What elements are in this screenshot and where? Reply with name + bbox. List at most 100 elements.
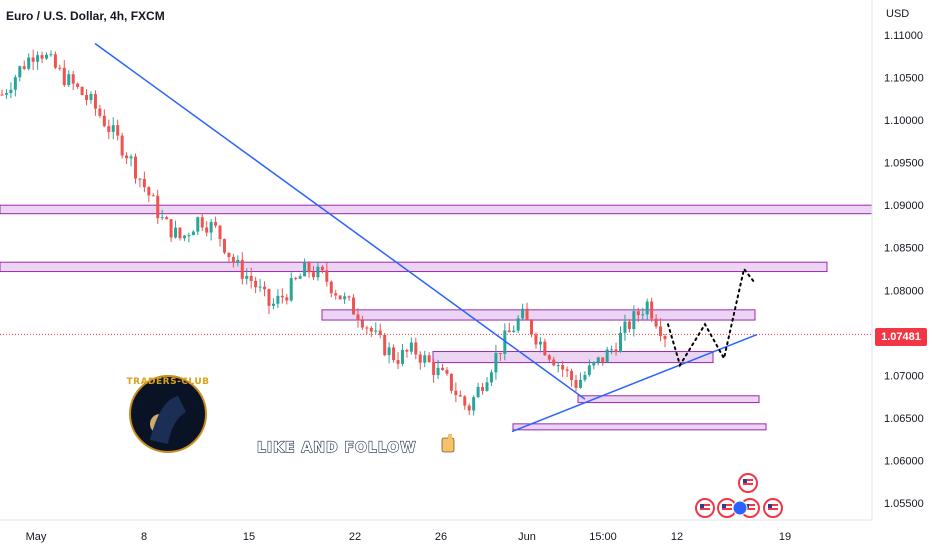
candle (472, 395, 476, 416)
candle (489, 369, 493, 387)
candle (151, 193, 155, 197)
candle-body (285, 297, 289, 301)
candle-body (329, 281, 333, 294)
candle-body (4, 93, 8, 95)
candle-body (396, 360, 400, 364)
candle-body (53, 54, 57, 68)
candle (76, 82, 80, 89)
candle-body (565, 369, 569, 371)
candle (556, 362, 560, 373)
candle (263, 281, 267, 297)
candle (89, 91, 93, 104)
candle (561, 360, 565, 378)
thumbs-up-icon (441, 434, 455, 453)
candle (507, 322, 511, 333)
candle (58, 64, 62, 71)
flag-canton (722, 504, 726, 508)
candle (62, 59, 66, 88)
y-tick-label: 1.07000 (884, 370, 924, 382)
candle-body (654, 318, 658, 327)
candle (530, 319, 534, 338)
support-resistance-zone (321, 309, 756, 321)
candle (303, 258, 307, 277)
x-tick-label: 19 (779, 531, 791, 543)
candle-body (525, 308, 529, 321)
candle-body (9, 89, 13, 94)
symbol-title[interactable]: Euro / U.S. Dollar, 4h, FXCM (6, 9, 165, 23)
candle-body (432, 362, 436, 376)
candle (458, 390, 462, 397)
candle (102, 109, 106, 128)
candle-body (93, 93, 97, 109)
candle-body (205, 227, 209, 233)
candle (392, 344, 396, 363)
candle-body (458, 395, 462, 397)
candle-body (610, 349, 614, 351)
candle (596, 356, 600, 366)
candle-body (659, 326, 663, 336)
candle-body (165, 217, 169, 220)
candle (605, 346, 609, 363)
flag-stripe (722, 504, 732, 506)
candle (610, 345, 614, 355)
trendline-layer[interactable] (94, 42, 758, 433)
candle-body (191, 231, 195, 236)
candle (360, 315, 364, 330)
candle (169, 219, 173, 243)
candle (476, 382, 480, 398)
candle-body (156, 195, 160, 219)
time-axis[interactable]: May 8 15 22 26 Jun 15:00 12 19 (0, 519, 872, 543)
candle-body (378, 330, 382, 335)
candle-body (441, 367, 445, 370)
candle (467, 403, 471, 415)
candle (231, 253, 235, 268)
candle-body (298, 276, 302, 279)
candle (4, 89, 8, 100)
candle-body (663, 335, 667, 340)
y-tick-label: 1.10500 (884, 73, 924, 85)
candle (552, 356, 556, 367)
candle-body (102, 115, 106, 127)
candle (40, 51, 44, 64)
candle (378, 323, 382, 339)
x-tick-label: 15:00 (589, 531, 617, 543)
candle (191, 230, 195, 236)
candle (445, 367, 449, 376)
flag-stripe (700, 504, 710, 506)
candle (27, 53, 31, 71)
candle-body (583, 374, 587, 380)
candle-body (129, 156, 133, 159)
candle-body (352, 297, 356, 315)
candle-body (49, 54, 53, 56)
y-tick-label: 1.06500 (884, 413, 924, 425)
candle-body (561, 365, 565, 370)
currency-label: USD (886, 8, 910, 20)
candle (614, 342, 618, 356)
candle (13, 74, 17, 97)
flag-canton (768, 504, 772, 508)
thumb-tip (448, 434, 452, 440)
candle (138, 177, 142, 188)
us-flag-event-icon (763, 498, 783, 518)
y-tick-label: 1.11000 (884, 30, 923, 42)
x-tick-label: 12 (671, 531, 683, 543)
downtrend-line (94, 42, 586, 400)
candle (485, 377, 489, 392)
traders-club-logo: TRADERS-CLUB (127, 375, 209, 453)
candle (538, 337, 542, 353)
candle-body (107, 126, 111, 132)
price-axis[interactable]: 1.11000 1.10500 1.10000 1.09500 1.09000 1.085… (871, 0, 924, 520)
candle-body (325, 270, 329, 282)
candle-body (507, 330, 511, 333)
y-tick-label: 1.09000 (884, 200, 924, 212)
candle-body (369, 327, 373, 332)
candle-body (62, 67, 66, 86)
candle (258, 278, 262, 292)
candle-body (160, 217, 164, 219)
candle (298, 273, 302, 279)
candle (53, 51, 57, 70)
candle-body (570, 370, 574, 380)
candle-body (31, 57, 35, 62)
flag-canton (700, 504, 704, 508)
